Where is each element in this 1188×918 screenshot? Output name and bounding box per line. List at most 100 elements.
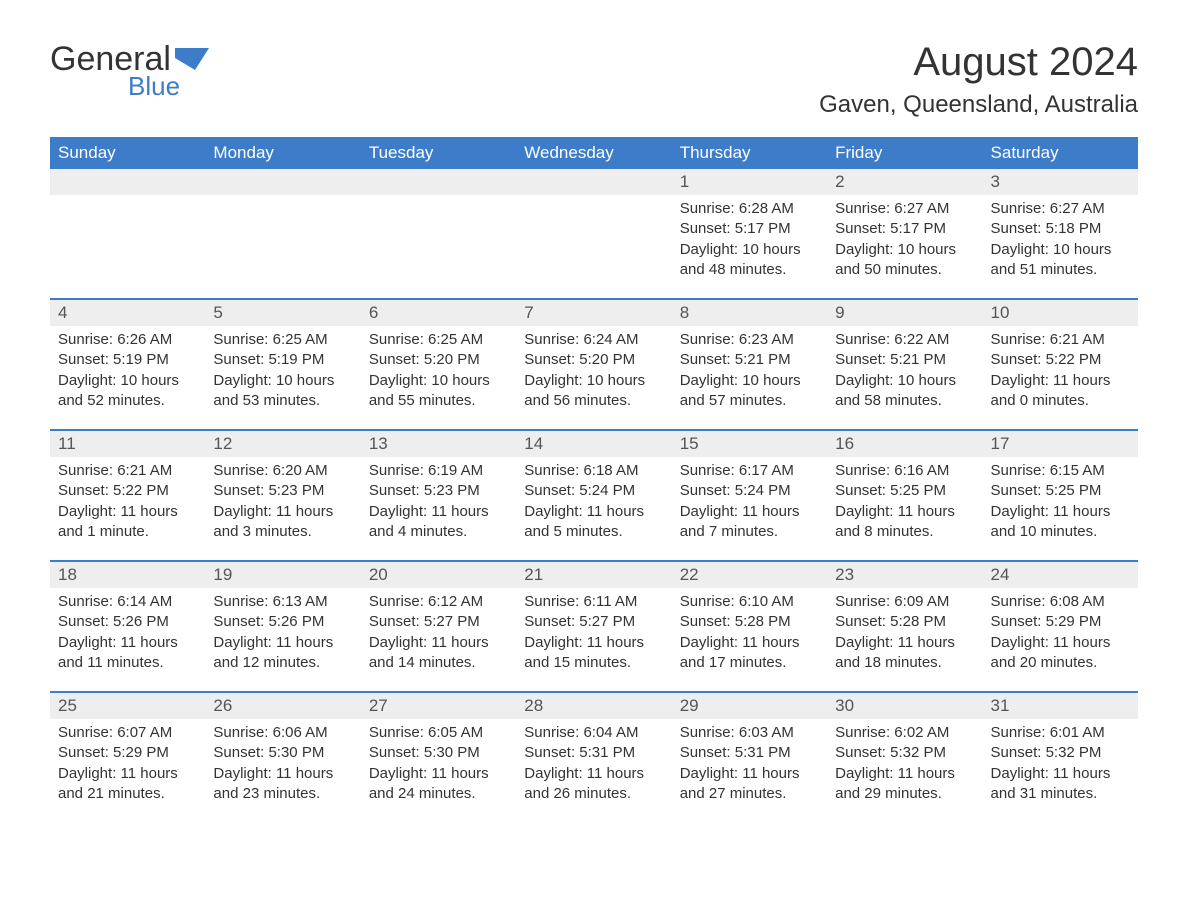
sunset-line: Sunset: 5:17 PM	[835, 219, 974, 239]
day1-line: Daylight: 11 hours	[991, 764, 1130, 784]
day2-line: and 21 minutes.	[58, 784, 197, 804]
day-body: Sunrise: 6:25 AMSunset: 5:19 PMDaylight:…	[205, 326, 360, 429]
day-number: 14	[516, 431, 671, 457]
sunset-line: Sunset: 5:18 PM	[991, 219, 1130, 239]
daynum-row: 18192021222324	[50, 560, 1138, 588]
day-number: 9	[827, 300, 982, 326]
sunrise-line: Sunrise: 6:28 AM	[680, 199, 819, 219]
day-body: Sunrise: 6:14 AMSunset: 5:26 PMDaylight:…	[50, 588, 205, 691]
day-number: 1	[672, 169, 827, 195]
day-number: 6	[361, 300, 516, 326]
sunrise-line: Sunrise: 6:27 AM	[835, 199, 974, 219]
daynum-row: 45678910	[50, 298, 1138, 326]
sunrise-line: Sunrise: 6:26 AM	[58, 330, 197, 350]
day-body: Sunrise: 6:23 AMSunset: 5:21 PMDaylight:…	[672, 326, 827, 429]
day-header: Friday	[827, 137, 982, 169]
sunset-line: Sunset: 5:29 PM	[58, 743, 197, 763]
day1-line: Daylight: 10 hours	[369, 371, 508, 391]
day-body: Sunrise: 6:26 AMSunset: 5:19 PMDaylight:…	[50, 326, 205, 429]
day1-line: Daylight: 11 hours	[213, 633, 352, 653]
day-number: 15	[672, 431, 827, 457]
day-number: 20	[361, 562, 516, 588]
day1-line: Daylight: 11 hours	[991, 633, 1130, 653]
day1-line: Daylight: 11 hours	[58, 502, 197, 522]
day1-line: Daylight: 10 hours	[680, 371, 819, 391]
day-body: Sunrise: 6:08 AMSunset: 5:29 PMDaylight:…	[983, 588, 1138, 691]
day-body: Sunrise: 6:02 AMSunset: 5:32 PMDaylight:…	[827, 719, 982, 822]
sunrise-line: Sunrise: 6:18 AM	[524, 461, 663, 481]
sunrise-line: Sunrise: 6:04 AM	[524, 723, 663, 743]
sunset-line: Sunset: 5:19 PM	[58, 350, 197, 370]
sunset-line: Sunset: 5:22 PM	[991, 350, 1130, 370]
day2-line: and 48 minutes.	[680, 260, 819, 280]
day2-line: and 56 minutes.	[524, 391, 663, 411]
day1-line: Daylight: 11 hours	[524, 633, 663, 653]
day-number: 27	[361, 693, 516, 719]
day1-line: Daylight: 11 hours	[680, 764, 819, 784]
day-body: Sunrise: 6:27 AMSunset: 5:18 PMDaylight:…	[983, 195, 1138, 298]
day-number: 4	[50, 300, 205, 326]
day-body: Sunrise: 6:27 AMSunset: 5:17 PMDaylight:…	[827, 195, 982, 298]
day-number: 17	[983, 431, 1138, 457]
day-number: 25	[50, 693, 205, 719]
day1-line: Daylight: 11 hours	[680, 633, 819, 653]
sunset-line: Sunset: 5:19 PM	[213, 350, 352, 370]
day1-line: Daylight: 11 hours	[369, 764, 508, 784]
day-body: Sunrise: 6:19 AMSunset: 5:23 PMDaylight:…	[361, 457, 516, 560]
header: General Blue August 2024 Gaven, Queensla…	[50, 40, 1138, 119]
sunset-line: Sunset: 5:17 PM	[680, 219, 819, 239]
day-body: Sunrise: 6:11 AMSunset: 5:27 PMDaylight:…	[516, 588, 671, 691]
day-number: 10	[983, 300, 1138, 326]
day-header-row: SundayMondayTuesdayWednesdayThursdayFrid…	[50, 137, 1138, 169]
day1-line: Daylight: 11 hours	[213, 764, 352, 784]
sunrise-line: Sunrise: 6:01 AM	[991, 723, 1130, 743]
day2-line: and 27 minutes.	[680, 784, 819, 804]
sunset-line: Sunset: 5:28 PM	[680, 612, 819, 632]
sunset-line: Sunset: 5:25 PM	[991, 481, 1130, 501]
day-body: Sunrise: 6:15 AMSunset: 5:25 PMDaylight:…	[983, 457, 1138, 560]
sunset-line: Sunset: 5:25 PM	[835, 481, 974, 501]
day1-line: Daylight: 11 hours	[680, 502, 819, 522]
day-number: 18	[50, 562, 205, 588]
day2-line: and 4 minutes.	[369, 522, 508, 542]
sunrise-line: Sunrise: 6:11 AM	[524, 592, 663, 612]
day-body	[516, 195, 671, 298]
sunset-line: Sunset: 5:26 PM	[213, 612, 352, 632]
sunrise-line: Sunrise: 6:09 AM	[835, 592, 974, 612]
sunset-line: Sunset: 5:26 PM	[58, 612, 197, 632]
sunrise-line: Sunrise: 6:06 AM	[213, 723, 352, 743]
day2-line: and 15 minutes.	[524, 653, 663, 673]
day-body: Sunrise: 6:28 AMSunset: 5:17 PMDaylight:…	[672, 195, 827, 298]
sunset-line: Sunset: 5:24 PM	[524, 481, 663, 501]
sunset-line: Sunset: 5:22 PM	[58, 481, 197, 501]
sunset-line: Sunset: 5:31 PM	[524, 743, 663, 763]
day1-line: Daylight: 11 hours	[835, 502, 974, 522]
day-body-row: Sunrise: 6:28 AMSunset: 5:17 PMDaylight:…	[50, 195, 1138, 298]
day-number: 8	[672, 300, 827, 326]
day-number: 11	[50, 431, 205, 457]
day2-line: and 51 minutes.	[991, 260, 1130, 280]
sunrise-line: Sunrise: 6:08 AM	[991, 592, 1130, 612]
day1-line: Daylight: 10 hours	[680, 240, 819, 260]
day-number: 29	[672, 693, 827, 719]
day-body-row: Sunrise: 6:21 AMSunset: 5:22 PMDaylight:…	[50, 457, 1138, 560]
sunrise-line: Sunrise: 6:21 AM	[991, 330, 1130, 350]
day-body: Sunrise: 6:17 AMSunset: 5:24 PMDaylight:…	[672, 457, 827, 560]
day-number: 31	[983, 693, 1138, 719]
day2-line: and 20 minutes.	[991, 653, 1130, 673]
day-number: 16	[827, 431, 982, 457]
sunrise-line: Sunrise: 6:23 AM	[680, 330, 819, 350]
sunset-line: Sunset: 5:30 PM	[213, 743, 352, 763]
day-body: Sunrise: 6:16 AMSunset: 5:25 PMDaylight:…	[827, 457, 982, 560]
day2-line: and 57 minutes.	[680, 391, 819, 411]
day-body: Sunrise: 6:12 AMSunset: 5:27 PMDaylight:…	[361, 588, 516, 691]
day-body: Sunrise: 6:10 AMSunset: 5:28 PMDaylight:…	[672, 588, 827, 691]
sunrise-line: Sunrise: 6:22 AM	[835, 330, 974, 350]
day2-line: and 23 minutes.	[213, 784, 352, 804]
day-number: 19	[205, 562, 360, 588]
sunrise-line: Sunrise: 6:21 AM	[58, 461, 197, 481]
day2-line: and 7 minutes.	[680, 522, 819, 542]
day-body-row: Sunrise: 6:14 AMSunset: 5:26 PMDaylight:…	[50, 588, 1138, 691]
day-body: Sunrise: 6:07 AMSunset: 5:29 PMDaylight:…	[50, 719, 205, 822]
sunrise-line: Sunrise: 6:15 AM	[991, 461, 1130, 481]
